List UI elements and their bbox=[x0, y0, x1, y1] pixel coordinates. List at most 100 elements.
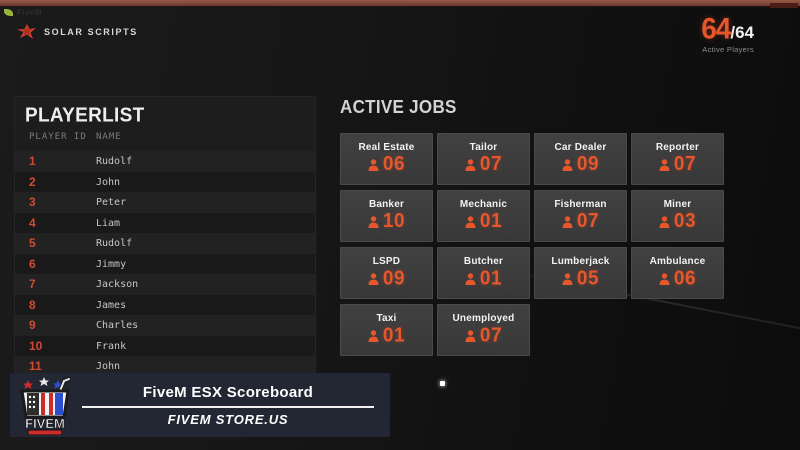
player-name: Rudolf bbox=[96, 238, 133, 249]
mouse-cursor bbox=[440, 381, 445, 386]
playerlist-rows: 1 Rudolf 2 John 3 Peter 4 Liam bbox=[15, 151, 315, 377]
player-name: Liam bbox=[96, 217, 121, 229]
player-name: Jackson bbox=[96, 279, 139, 290]
job-name: Ambulance bbox=[649, 256, 706, 267]
players-max: /64 bbox=[730, 23, 754, 42]
job-card: Mechanic 01 bbox=[437, 190, 530, 242]
person-icon bbox=[659, 159, 670, 171]
player-row: 11 John bbox=[15, 356, 315, 377]
job-count: 01 bbox=[479, 267, 503, 290]
job-card: Unemployed 07 bbox=[437, 304, 530, 356]
job-count: 05 bbox=[576, 267, 600, 290]
player-row: 4 Liam bbox=[15, 212, 315, 233]
player-row: 1 Rudolf bbox=[15, 151, 315, 172]
player-name: Jimmy bbox=[96, 258, 127, 270]
player-id: 10 bbox=[29, 338, 43, 353]
player-id: 3 bbox=[29, 195, 36, 209]
player-id: 1 bbox=[29, 154, 36, 168]
job-card: Real Estate 06 bbox=[340, 133, 433, 185]
active-players-counter: 64 /64 Active Players bbox=[701, 12, 754, 54]
job-count: 07 bbox=[673, 153, 697, 176]
job-count: 06 bbox=[382, 153, 406, 176]
job-name: Taxi bbox=[376, 313, 397, 324]
job-name: Butcher bbox=[463, 256, 504, 267]
person-icon bbox=[368, 216, 379, 228]
job-count: 07 bbox=[479, 324, 503, 347]
playerlist-panel: PLAYERLIST PLAYER ID NAME 1 Rudolf 2 Joh… bbox=[14, 96, 316, 396]
player-row: 3 Peter bbox=[15, 192, 315, 213]
job-count: 03 bbox=[673, 210, 697, 233]
job-name: Lumberjack bbox=[551, 256, 610, 267]
column-header-player-id: PLAYER ID bbox=[29, 132, 87, 142]
server-brand: SOLAR SCRIPTS bbox=[17, 24, 138, 40]
server-brand-label: SOLAR SCRIPTS bbox=[44, 26, 138, 38]
job-card: Butcher 01 bbox=[437, 247, 530, 299]
job-count: 10 bbox=[382, 210, 406, 233]
person-icon bbox=[465, 159, 476, 171]
job-count: 09 bbox=[382, 267, 406, 290]
player-id: 11 bbox=[29, 359, 42, 373]
player-row: 7 Jackson bbox=[15, 274, 315, 295]
player-row: 10 Frank bbox=[15, 335, 315, 356]
job-name: Real Estate bbox=[358, 142, 415, 153]
column-header-name: NAME bbox=[96, 132, 122, 142]
person-icon bbox=[368, 159, 379, 171]
top-accent-bar bbox=[0, 0, 800, 7]
job-count: 01 bbox=[382, 324, 406, 347]
player-name: Charles bbox=[96, 320, 139, 331]
watermark-store-link[interactable]: FIVEM STORE.US bbox=[167, 411, 289, 427]
job-card: Taxi 01 bbox=[340, 304, 433, 356]
job-card: Ambulance 06 bbox=[631, 247, 724, 299]
job-name: Unemployed bbox=[452, 313, 515, 324]
person-icon bbox=[465, 273, 476, 285]
window-tab-hint: FiveM bbox=[4, 8, 42, 17]
person-icon bbox=[659, 273, 670, 285]
watermark-banner: FIVEM FiveM ESX Scoreboard FIVEM STORE.U… bbox=[10, 373, 390, 437]
watermark-title: FiveM ESX Scoreboard bbox=[142, 383, 314, 401]
player-row: 8 James bbox=[15, 294, 315, 315]
person-icon bbox=[465, 330, 476, 342]
window-tab-label: FiveM bbox=[17, 8, 43, 17]
player-name: Rudolf bbox=[96, 156, 133, 167]
player-row: 9 Charles bbox=[15, 315, 315, 336]
job-count: 07 bbox=[479, 153, 503, 176]
player-id: 9 bbox=[29, 318, 36, 332]
player-id: 6 bbox=[29, 256, 36, 271]
fivem-logo-text: FIVEM bbox=[25, 416, 65, 431]
person-icon bbox=[465, 216, 476, 228]
solar-scripts-logo-icon bbox=[17, 24, 36, 39]
watermark-divider bbox=[82, 405, 374, 408]
job-count: 06 bbox=[673, 267, 697, 290]
player-name: Frank bbox=[96, 340, 127, 352]
player-name: John bbox=[96, 361, 121, 372]
job-card: Reporter 07 bbox=[631, 133, 724, 185]
players-current: 64 bbox=[701, 12, 731, 45]
player-id: 8 bbox=[29, 297, 36, 312]
job-name: Fisherman bbox=[554, 199, 607, 210]
corner-chip bbox=[770, 3, 798, 8]
player-id: 4 bbox=[29, 215, 36, 230]
player-name: James bbox=[96, 299, 127, 311]
player-name: John bbox=[96, 176, 121, 188]
playerlist-title: PLAYERLIST bbox=[25, 104, 145, 127]
player-id: 7 bbox=[29, 277, 36, 291]
person-icon bbox=[562, 159, 573, 171]
job-count: 01 bbox=[479, 210, 503, 233]
job-card: Miner 03 bbox=[631, 190, 724, 242]
job-name: Banker bbox=[368, 199, 405, 210]
job-name: Car Dealer bbox=[554, 142, 607, 153]
person-icon bbox=[368, 273, 379, 285]
player-name: Peter bbox=[96, 197, 127, 208]
active-jobs-title: ACTIVE JOBS bbox=[340, 97, 457, 118]
job-card: Banker 10 bbox=[340, 190, 433, 242]
shopping-cart-logo-icon: FIVEM bbox=[20, 377, 71, 435]
job-card: Fisherman 07 bbox=[534, 190, 627, 242]
job-name: Tailor bbox=[469, 142, 498, 153]
job-card: Tailor 07 bbox=[437, 133, 530, 185]
person-icon bbox=[562, 216, 573, 228]
fivem-store-logo: FIVEM bbox=[10, 375, 80, 435]
player-row: 6 Jimmy bbox=[15, 253, 315, 274]
job-name: Miner bbox=[663, 199, 692, 210]
person-icon bbox=[368, 330, 379, 342]
person-icon bbox=[562, 273, 573, 285]
